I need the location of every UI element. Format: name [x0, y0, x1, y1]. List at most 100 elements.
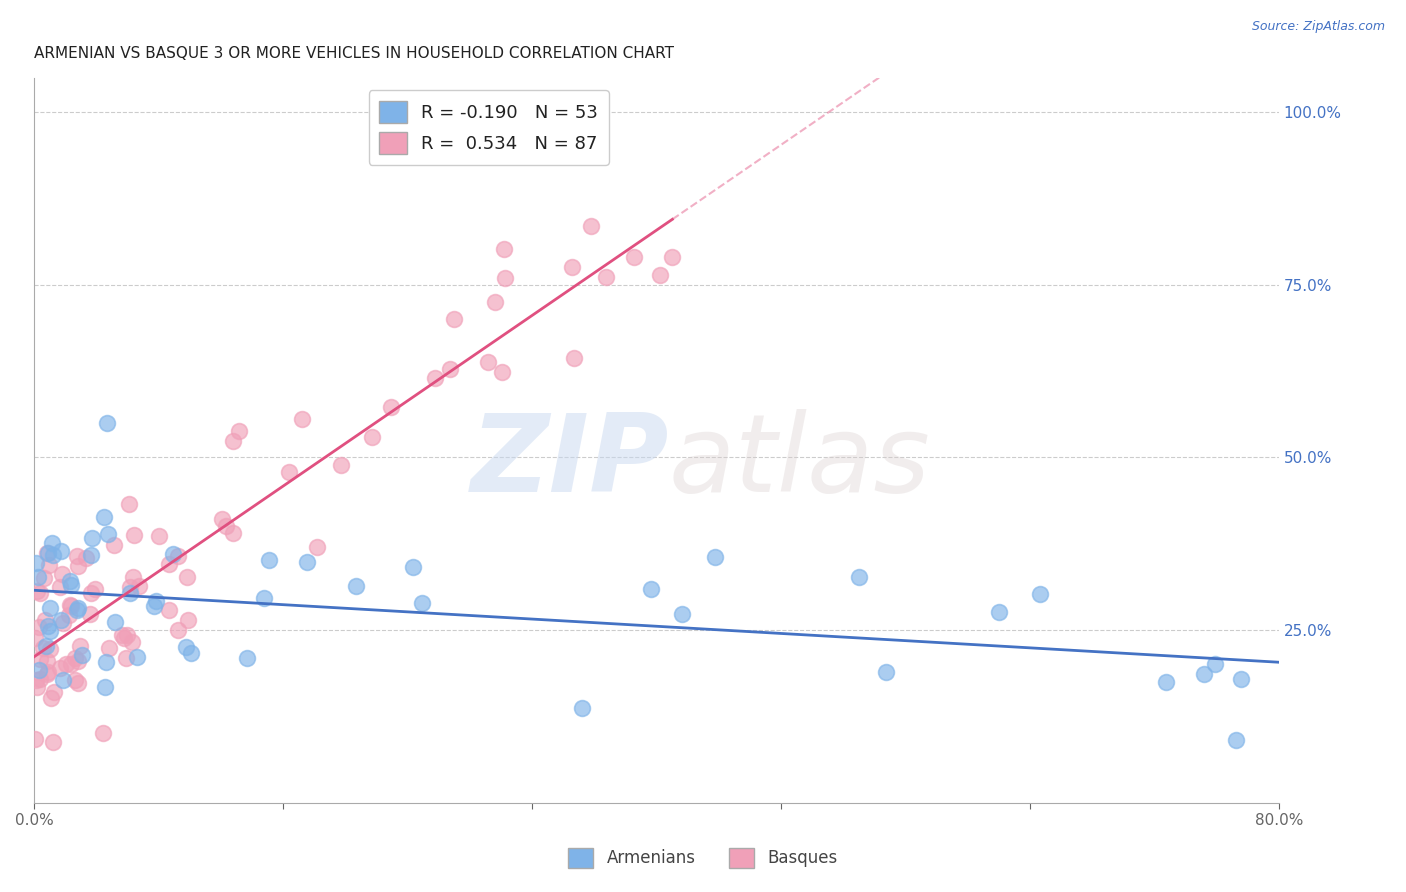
- Point: [37, 665, 59, 680]
- Point: [277, 465, 299, 479]
- Point: [84, 582, 107, 596]
- Point: [25, 680, 48, 694]
- Point: [128, 579, 150, 593]
- Point: [125, 649, 148, 664]
- Point: [67, 600, 90, 615]
- Point: [650, 268, 672, 282]
- Point: [1154, 674, 1177, 689]
- Point: [28, 586, 51, 600]
- Point: [39, 600, 62, 615]
- Point: [561, 260, 583, 274]
- Point: [167, 623, 190, 637]
- Point: [411, 596, 433, 610]
- Point: [671, 607, 693, 621]
- Point: [257, 552, 280, 566]
- Point: [79, 607, 101, 622]
- Point: [35, 639, 58, 653]
- Point: [38, 558, 60, 572]
- Point: [97, 527, 120, 541]
- Point: [24, 632, 46, 646]
- Point: [307, 540, 329, 554]
- Point: [60, 599, 83, 613]
- Point: [848, 570, 870, 584]
- Point: [25, 557, 48, 571]
- Point: [63, 650, 86, 665]
- Point: [330, 458, 353, 472]
- Point: [1225, 733, 1247, 747]
- Point: [120, 580, 142, 594]
- Point: [28, 663, 51, 677]
- Point: [66, 602, 89, 616]
- Point: [640, 582, 662, 596]
- Point: [174, 640, 197, 655]
- Point: [703, 550, 725, 565]
- Point: [59, 657, 82, 672]
- Point: [69, 639, 91, 653]
- Point: [79, 548, 101, 562]
- Legend: Armenians, Basques: Armenians, Basques: [562, 841, 844, 875]
- Point: [98, 641, 121, 656]
- Point: [988, 605, 1011, 619]
- Point: [176, 569, 198, 583]
- Point: [346, 578, 368, 592]
- Point: [157, 557, 180, 571]
- Point: [115, 627, 138, 641]
- Point: [25, 584, 48, 599]
- Point: [63, 673, 86, 687]
- Point: [623, 250, 645, 264]
- Point: [41, 535, 63, 549]
- Point: [58, 607, 80, 622]
- Point: [80, 586, 103, 600]
- Point: [291, 412, 314, 426]
- Point: [94, 655, 117, 669]
- Point: [1029, 587, 1052, 601]
- Legend: R = -0.190   N = 53, R =  0.534   N = 87: R = -0.190 N = 53, R = 0.534 N = 87: [368, 90, 609, 165]
- Point: [37, 619, 59, 633]
- Point: [37, 546, 59, 560]
- Point: [52, 615, 75, 630]
- Text: ARMENIAN VS BASQUE 3 OR MORE VEHICLES IN HOUSEHOLD CORRELATION CHART: ARMENIAN VS BASQUE 3 OR MORE VEHICLES IN…: [34, 46, 675, 62]
- Point: [122, 570, 145, 584]
- Point: [34, 571, 56, 585]
- Point: [75, 551, 97, 566]
- Point: [49, 661, 72, 675]
- Point: [59, 574, 82, 588]
- Point: [28, 652, 51, 666]
- Point: [380, 400, 402, 414]
- Point: [222, 525, 245, 540]
- Point: [157, 603, 180, 617]
- Point: [91, 726, 114, 740]
- Point: [661, 250, 683, 264]
- Point: [34, 613, 56, 627]
- Point: [124, 527, 146, 541]
- Point: [112, 631, 135, 645]
- Point: [121, 635, 143, 649]
- Point: [167, 549, 190, 563]
- Point: [143, 599, 166, 614]
- Text: ZIP: ZIP: [471, 409, 669, 515]
- Point: [39, 691, 62, 706]
- Point: [491, 365, 513, 379]
- Point: [875, 665, 897, 680]
- Point: [235, 651, 257, 665]
- Point: [103, 538, 125, 552]
- Point: [27, 570, 49, 584]
- Point: [25, 673, 48, 687]
- Point: [35, 666, 58, 681]
- Point: [70, 648, 93, 663]
- Point: [37, 546, 59, 560]
- Text: Source: ZipAtlas.com: Source: ZipAtlas.com: [1251, 20, 1385, 33]
- Point: [1192, 667, 1215, 681]
- Point: [180, 646, 202, 660]
- Point: [222, 434, 245, 449]
- Point: [145, 594, 167, 608]
- Point: [39, 642, 62, 657]
- Point: [215, 519, 238, 533]
- Point: [211, 512, 233, 526]
- Point: [228, 424, 250, 438]
- Point: [94, 680, 117, 694]
- Point: [484, 295, 506, 310]
- Point: [67, 559, 90, 574]
- Point: [118, 498, 141, 512]
- Point: [28, 672, 51, 686]
